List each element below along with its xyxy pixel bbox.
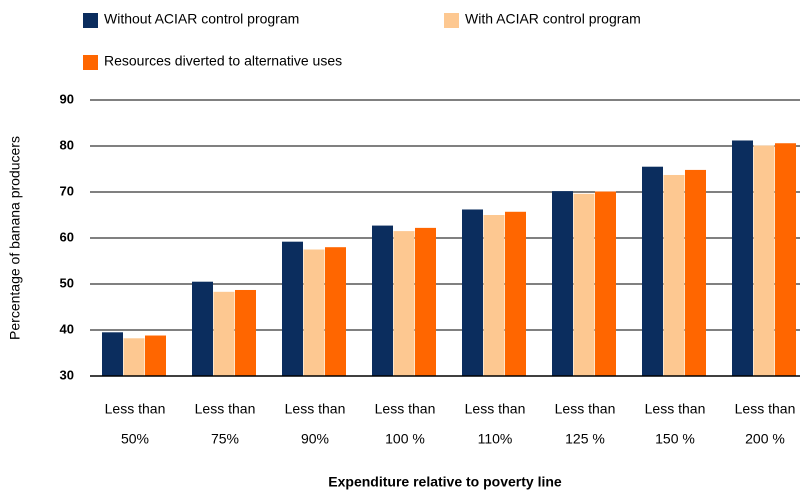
x-tick-label: 50% (121, 431, 149, 447)
legend-swatch (83, 13, 98, 28)
x-tick-label: 110% (478, 431, 513, 447)
x-tick-label: Less than (195, 401, 256, 417)
legend-label: With ACIAR control program (465, 11, 641, 27)
bar (102, 332, 123, 376)
bar (213, 291, 235, 376)
x-tick-label: 90% (301, 431, 329, 447)
x-tick-label: Less than (555, 401, 616, 417)
bar (393, 231, 415, 376)
x-tick-label: 75% (211, 431, 239, 447)
legend-swatch (444, 13, 459, 28)
bar (145, 335, 166, 376)
x-tick-label: 200 % (745, 431, 785, 447)
bar (573, 193, 595, 376)
bar (303, 249, 325, 376)
y-tick-label: 40 (60, 321, 74, 336)
x-tick-label: 125 % (565, 431, 605, 447)
bar (282, 241, 303, 376)
bar (753, 145, 775, 376)
y-tick-label: 70 (60, 183, 74, 198)
y-tick-label: 30 (60, 367, 74, 382)
bar (552, 191, 573, 376)
y-tick-label: 80 (60, 137, 74, 152)
x-tick-label: Less than (285, 401, 346, 417)
bar (483, 215, 505, 376)
x-axis-label: Expenditure relative to poverty line (328, 474, 562, 490)
bar (325, 247, 346, 376)
bar (123, 338, 145, 376)
legend-swatch (83, 55, 98, 70)
bar (663, 174, 685, 376)
y-tick-label: 90 (60, 91, 74, 106)
x-tick-label: Less than (105, 401, 166, 417)
bar (415, 227, 436, 376)
x-tick-label: Less than (465, 401, 526, 417)
bar (372, 225, 393, 376)
bar (462, 209, 483, 376)
y-tick-label: 60 (60, 229, 74, 244)
bar (505, 211, 526, 376)
legend-label: Resources diverted to alternative uses (104, 53, 342, 69)
bar (235, 289, 256, 376)
x-tick-label: 100 % (385, 431, 425, 447)
x-tick-label: Less than (645, 401, 706, 417)
bar (685, 169, 706, 376)
bar (192, 281, 213, 376)
y-tick-label: 50 (60, 275, 74, 290)
bar (642, 166, 663, 376)
legend-label: Without ACIAR control program (104, 11, 299, 27)
x-tick-label: Less than (375, 401, 436, 417)
bar (775, 143, 796, 376)
x-tick-label: Less than (735, 401, 796, 417)
x-tick-label: 150 % (655, 431, 695, 447)
bar (595, 191, 616, 376)
bar (732, 140, 753, 376)
y-axis-label: Percentage of banana producers (7, 136, 23, 340)
